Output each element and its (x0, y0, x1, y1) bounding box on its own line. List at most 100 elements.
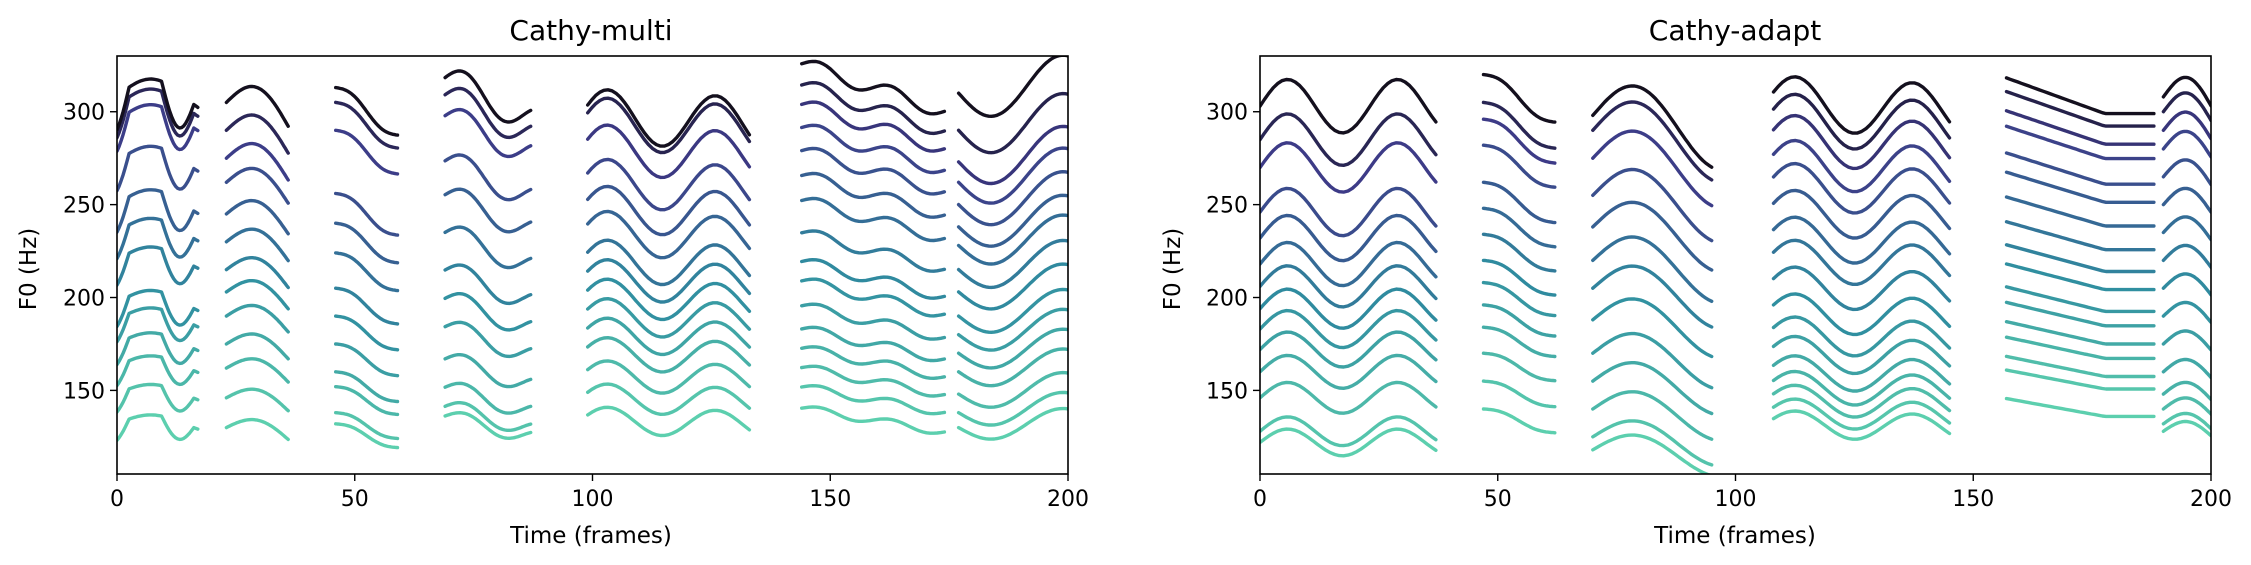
f0-contour-seg5-line13 (2161, 110, 2211, 141)
f0-contour-seg3-line10 (443, 107, 533, 159)
f0-contour-seg5-line14 (800, 80, 947, 136)
y-axis-ticks: 150 200 250 300 (63, 101, 117, 404)
f0-contour-seg4-line16 (2004, 76, 2156, 116)
f0-contour-seg5-line8 (2161, 243, 2211, 269)
f0-contour-seg5-line0 (800, 405, 947, 435)
f0-contour-seg0-line10 (117, 102, 200, 153)
f0-contour-seg2-line11 (1591, 100, 1714, 182)
f0-contour-seg2-line5 (334, 314, 400, 352)
f0-contour-seg5-line4 (800, 325, 947, 363)
f0-contour-seg6-line13 (956, 124, 1068, 186)
f0-contour-seg5-line4 (2161, 357, 2211, 380)
f0-contour-seg6-line3 (956, 347, 1068, 388)
f0-contour-seg0-line9 (117, 144, 200, 193)
y-axis-label: F0 (Hz) (1160, 228, 1186, 311)
f0-contour-seg2-line7 (334, 251, 400, 293)
f0-contour-seg1-line13 (1481, 72, 1557, 124)
f0-contour-seg1-line0 (1481, 407, 1557, 435)
f0-contour-seg1-line12 (224, 84, 290, 128)
f0-contour-seg1-line1 (1481, 379, 1557, 409)
f0-contour-seg3-line6 (1771, 315, 1952, 358)
f0-contour-seg3-line0 (1771, 409, 1952, 441)
f0-contour-seg4-line9 (586, 209, 752, 260)
f0-contour-seg4-line2 (2004, 354, 2156, 379)
f0-contour-seg1-line8 (1481, 206, 1557, 249)
f0-contour-seg1-line6 (224, 256, 290, 290)
f0-contour-seg1-line11 (1481, 117, 1557, 165)
f0-contour-seg3-line13 (1771, 138, 1952, 194)
f0-contour-seg2-line0 (334, 422, 400, 450)
f0-contour-seg2-line2 (334, 385, 400, 417)
f0-contour-seg3-line14 (1771, 113, 1952, 171)
f0-contour-seg5-line9 (800, 196, 947, 243)
f0-contour-seg6-line10 (956, 193, 1068, 248)
f0-contour-seg6-line8 (956, 238, 1068, 290)
x-tick-label: 50 (1484, 487, 1512, 512)
f0-contour-seg5-line6 (800, 277, 947, 318)
f0-contour-seg0-line7 (117, 216, 200, 261)
f0-contour-seg5-line7 (2161, 272, 2211, 297)
x-tick-label: 50 (341, 487, 369, 512)
f0-contour-seg4-line14 (586, 88, 752, 148)
f0-contour-seg0-line5 (1260, 308, 1438, 350)
f0-contour-seg4-line4 (2004, 320, 2156, 346)
x-tick-label: 100 (1715, 487, 1757, 512)
f0-contour-seg0-line13 (1260, 77, 1438, 135)
f0-contour-seg3-line9 (443, 153, 533, 202)
f0-contour-seg3-line11 (443, 86, 533, 140)
plot-area (1260, 72, 2211, 474)
subplot-cathy-adapt: Cathy-adapt Time (frames) F0 (Hz) 0 50 100… (1160, 14, 2232, 549)
f0-contour-seg0-line1 (117, 382, 200, 414)
f0-contour-seg4-line1 (2004, 368, 2156, 391)
f0-contour-seg2-line12 (334, 85, 400, 137)
f0-contour-seg5-line5 (2161, 329, 2211, 352)
f0-contour-seg4-line13 (586, 96, 752, 155)
f0-contour-seg5-line14 (2161, 91, 2211, 123)
f0-contour-seg2-line9 (334, 191, 400, 237)
f0-contour-seg5-line1 (800, 384, 947, 416)
f0-contour-seg2-line2 (1591, 390, 1714, 441)
f0-contour-seg3-line1 (443, 401, 533, 432)
f0-contour-seg4-line9 (2004, 220, 2156, 252)
f0-contour-seg1-line4 (1481, 303, 1557, 338)
x-tick-label: 200 (1047, 487, 1089, 512)
f0-contour-seg3-line5 (1771, 334, 1952, 376)
f0-contour-seg3-line1 (1771, 397, 1952, 431)
f0-contour-seg3-line0 (443, 411, 533, 440)
f0-contour-seg0-line1 (1260, 415, 1438, 448)
f0-contour-seg0-line2 (117, 354, 200, 388)
f0-contour-seg5-line8 (800, 229, 947, 273)
x-tick-label: 0 (1253, 487, 1267, 512)
f0-contour-seg3-line12 (443, 69, 533, 124)
f0-contour-seg2-line5 (1591, 297, 1714, 359)
f0-contour-seg2-line3 (334, 370, 400, 404)
f0-contour-seg4-line7 (2004, 262, 2156, 292)
f0-contour-seg2-line0 (1591, 433, 1712, 474)
subplot-cathy-multi: Cathy-multi Time (frames) F0 (Hz) 0 50 100… (16, 14, 1089, 549)
f0-contour-seg3-line15 (1771, 92, 1952, 151)
y-tick-label: 150 (63, 379, 105, 404)
x-tick-label: 150 (809, 487, 851, 512)
f0-contour-seg4-line15 (2004, 89, 2156, 128)
f0-contour-seg3-line5 (443, 292, 533, 332)
f0-contour-seg1-line0 (224, 417, 290, 442)
f0-contour-seg1-line8 (224, 198, 290, 236)
f0-contour-seg6-line0 (956, 406, 1068, 441)
chart-title: Cathy-multi (509, 14, 672, 47)
f0-contour-seg3-line12 (1771, 161, 1952, 215)
y-tick-label: 250 (63, 194, 105, 219)
f0-contour-seg2-line1 (1591, 419, 1714, 467)
f0-contour-seg4-line6 (2004, 285, 2156, 314)
f0-contour-seg2-line8 (334, 221, 400, 265)
f0-contour-seg2-line1 (334, 411, 400, 441)
f0-contour-seg1-line2 (224, 357, 290, 384)
f0-contour-seg4-line0 (586, 405, 752, 438)
f0-contour-seg4-line12 (2004, 151, 2156, 186)
y-tick-label: 250 (1206, 194, 1248, 219)
f0-contour-seg3-line7 (443, 225, 533, 270)
chart-title: Cathy-adapt (1649, 14, 1821, 47)
f0-contour-seg6-line6 (956, 287, 1068, 334)
f0-contour-seg3-line16 (1771, 75, 1952, 135)
f0-contour-seg2-line12 (1591, 84, 1714, 169)
